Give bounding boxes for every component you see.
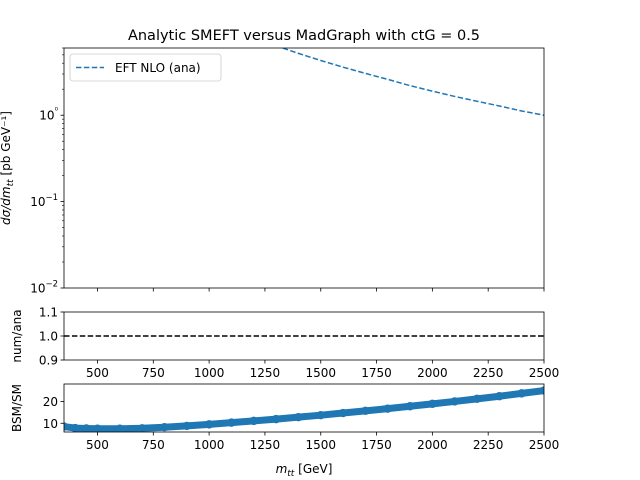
xlabel-subscript: tt xyxy=(287,469,295,479)
bsm-series-band xyxy=(64,387,544,432)
bsm-ytick-label: 20 xyxy=(43,395,58,409)
legend-box xyxy=(69,53,222,82)
ratio-panel: 0.9 1.0 1.1 500 750 1000 1250 1500 1750 2000 2250 2… xyxy=(10,306,559,381)
bsm-xtick-label: 1000 xyxy=(194,438,225,452)
main-ytick-label: 10−1 xyxy=(30,193,58,209)
ratio-xtick-label: 750 xyxy=(142,366,165,380)
xlabel-units: [GeV] xyxy=(294,462,332,476)
ylabel-units: [pb GeV⁻¹] xyxy=(0,111,13,179)
ratio-xtick-label: 1500 xyxy=(305,366,336,380)
bsm-xtick-label: 1500 xyxy=(305,438,336,452)
main-plot-area xyxy=(282,48,544,116)
bsm-panel: 10 20 500 750 1000 1250 1500 1750 2000 2250 2500 BS… xyxy=(10,383,560,479)
bsm-xtick-label: 1750 xyxy=(361,438,392,452)
bsm-xtick-label: 500 xyxy=(86,438,109,452)
main-frame xyxy=(63,47,545,289)
bsm-xtick-label: 2250 xyxy=(473,438,504,452)
bsm-ytick-label: 10 xyxy=(43,417,58,431)
main-ytick-exponent: −2 xyxy=(45,280,58,290)
bsm-xtick-label: 2000 xyxy=(417,438,448,452)
ratio-ylabel: num/ana xyxy=(10,309,24,362)
ratio-ytick-label: 1.0 xyxy=(39,330,58,344)
ratio-xtick-label: 2000 xyxy=(417,366,448,380)
bsm-xlabel: mtt [GeV] xyxy=(276,462,333,479)
main-panel: 10−2 10−1 10⁰ dσ/dmtt [pb GeV⁻¹] EFT NLO (an… xyxy=(0,47,545,296)
xlabel-math: m xyxy=(276,462,288,476)
main-ylabel: dσ/dmtt [pb GeV⁻¹] xyxy=(0,111,16,225)
legend: EFT NLO (ana) xyxy=(69,53,222,82)
legend-label: EFT NLO (ana) xyxy=(115,61,201,75)
ratio-xtick-label: 2250 xyxy=(473,366,504,380)
bsm-xtick-label: 750 xyxy=(142,438,165,452)
chart-title-main: Analytic SMEFT versus MadGraph with ctG … xyxy=(128,28,480,44)
ratio-ytick-label: 1.1 xyxy=(39,306,58,320)
bsm-ylabel: BSM/SM xyxy=(10,384,24,432)
main-series-line-0 xyxy=(282,48,544,116)
ratio-xtick-label: 2500 xyxy=(529,366,560,380)
chart-title: Analytic SMEFT versus MadGraph with ctG … xyxy=(128,28,480,44)
bsm-frame xyxy=(63,383,545,433)
ylabel-math: dσ/dm xyxy=(0,186,13,225)
ylabel-subscript: tt xyxy=(6,179,16,187)
bsm-xtick-label: 2500 xyxy=(529,438,560,452)
bsm-plot-area xyxy=(64,386,544,432)
ratio-xtick-label: 1250 xyxy=(250,366,281,380)
main-ytick-label: 10−2 xyxy=(30,280,58,296)
ratio-xtick-label: 1750 xyxy=(361,366,392,380)
main-ytick-exponent: ⁰ xyxy=(55,107,59,117)
ratio-ytick-label: 0.9 xyxy=(39,354,58,368)
ratio-xtick-label: 500 xyxy=(86,366,109,380)
main-ytick-label: 10⁰ xyxy=(39,107,58,123)
main-ytick-exponent: −1 xyxy=(45,193,58,203)
ratio-xtick-label: 1000 xyxy=(194,366,225,380)
bsm-xtick-label: 1250 xyxy=(250,438,281,452)
